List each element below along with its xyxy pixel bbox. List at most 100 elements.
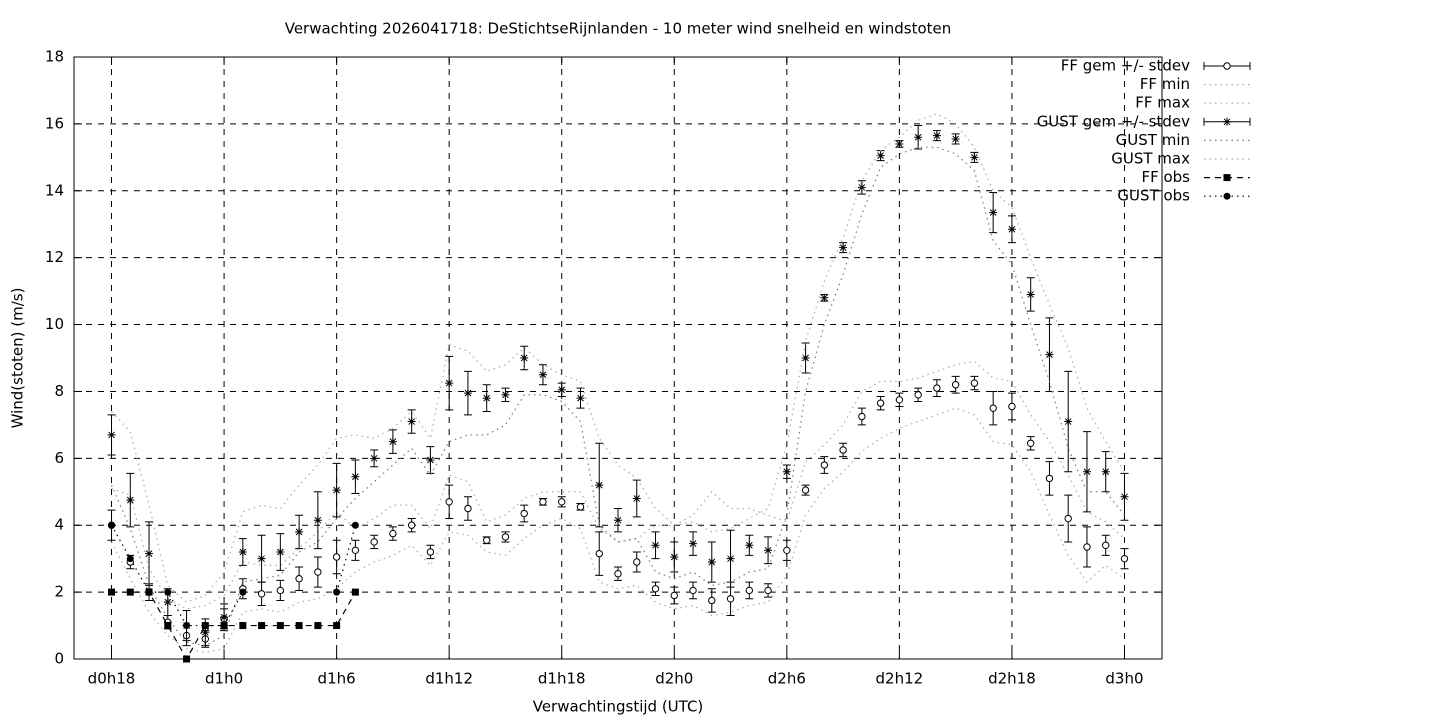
point <box>201 622 209 630</box>
point <box>632 494 641 503</box>
point <box>895 139 904 148</box>
point <box>651 541 660 550</box>
point <box>970 153 979 162</box>
point <box>183 655 191 663</box>
point <box>801 486 810 494</box>
point <box>951 381 960 389</box>
point <box>614 570 622 578</box>
x-tick-label: d0h18 <box>88 670 136 688</box>
point <box>501 390 510 399</box>
legend-marker <box>1223 174 1231 182</box>
point <box>726 595 735 603</box>
point <box>520 354 529 362</box>
point <box>163 598 172 607</box>
point <box>595 549 603 558</box>
legend-marker <box>1223 62 1231 70</box>
point <box>1102 541 1110 549</box>
point <box>258 622 266 630</box>
legend-label: GUST obs <box>1117 187 1190 205</box>
point <box>689 539 698 548</box>
point <box>595 481 604 490</box>
point <box>726 554 735 563</box>
point <box>557 385 566 394</box>
x-tick-label: d2h0 <box>655 670 693 688</box>
point <box>463 389 472 398</box>
point <box>388 437 397 446</box>
point <box>220 613 229 622</box>
point <box>520 509 528 518</box>
point <box>332 486 341 495</box>
legend-label: GUST min <box>1116 131 1190 149</box>
point <box>951 134 960 143</box>
chart-title: Verwachting 2026041718: DeStichtseRijnla… <box>285 20 952 38</box>
point <box>183 622 191 630</box>
point <box>1026 290 1035 299</box>
point <box>239 622 247 630</box>
point <box>914 391 922 399</box>
point <box>989 404 997 412</box>
point <box>351 546 360 555</box>
y-tick-label: 18 <box>45 48 64 66</box>
point <box>482 536 491 544</box>
legend-label: FF gem +/- stdev <box>1061 57 1190 75</box>
point <box>1026 439 1035 447</box>
point <box>576 503 585 511</box>
point <box>820 293 829 302</box>
point <box>295 575 303 583</box>
point <box>820 461 829 469</box>
point <box>839 243 848 252</box>
point <box>876 151 885 160</box>
point <box>276 547 285 556</box>
point <box>932 131 941 140</box>
point <box>351 472 360 481</box>
point <box>220 622 228 630</box>
point <box>745 586 754 595</box>
point <box>1045 350 1054 359</box>
point <box>538 370 547 379</box>
point <box>407 521 416 529</box>
x-tick-label: d1h18 <box>538 670 586 688</box>
x-tick-label: d3h0 <box>1105 670 1143 688</box>
point <box>145 549 154 558</box>
point <box>707 558 716 567</box>
y-tick-label: 4 <box>54 516 64 534</box>
point <box>1120 554 1129 563</box>
legend-marker <box>1223 192 1231 200</box>
plot-frame <box>73 56 1163 660</box>
point <box>201 628 210 637</box>
point <box>501 533 510 541</box>
legend-label: FF min <box>1140 75 1190 93</box>
point <box>445 379 454 388</box>
point <box>333 588 341 596</box>
y-tick-label: 16 <box>45 114 64 132</box>
point <box>689 586 697 595</box>
y-tick-label: 8 <box>54 382 64 400</box>
point <box>407 417 416 426</box>
point <box>670 591 678 600</box>
y-tick-label: 12 <box>45 248 64 266</box>
point <box>670 552 679 561</box>
point <box>164 622 172 630</box>
point <box>651 585 660 593</box>
point <box>389 529 397 538</box>
point <box>239 588 247 596</box>
point <box>745 541 754 550</box>
x-tick-label: d1h6 <box>318 670 356 688</box>
series-line <box>110 407 1125 653</box>
point <box>126 555 134 563</box>
point <box>1083 543 1091 551</box>
point <box>126 496 135 505</box>
point <box>933 384 941 392</box>
point <box>708 596 716 605</box>
point <box>1082 467 1091 476</box>
x-tick-label: d1h0 <box>205 670 243 688</box>
y-axis-label: Wind(stoten) (m/s) <box>9 288 27 429</box>
point <box>895 396 904 404</box>
point <box>633 558 641 566</box>
point <box>857 183 866 192</box>
point <box>426 456 435 465</box>
point <box>1101 467 1110 476</box>
point <box>445 498 453 506</box>
series-line <box>110 524 356 627</box>
